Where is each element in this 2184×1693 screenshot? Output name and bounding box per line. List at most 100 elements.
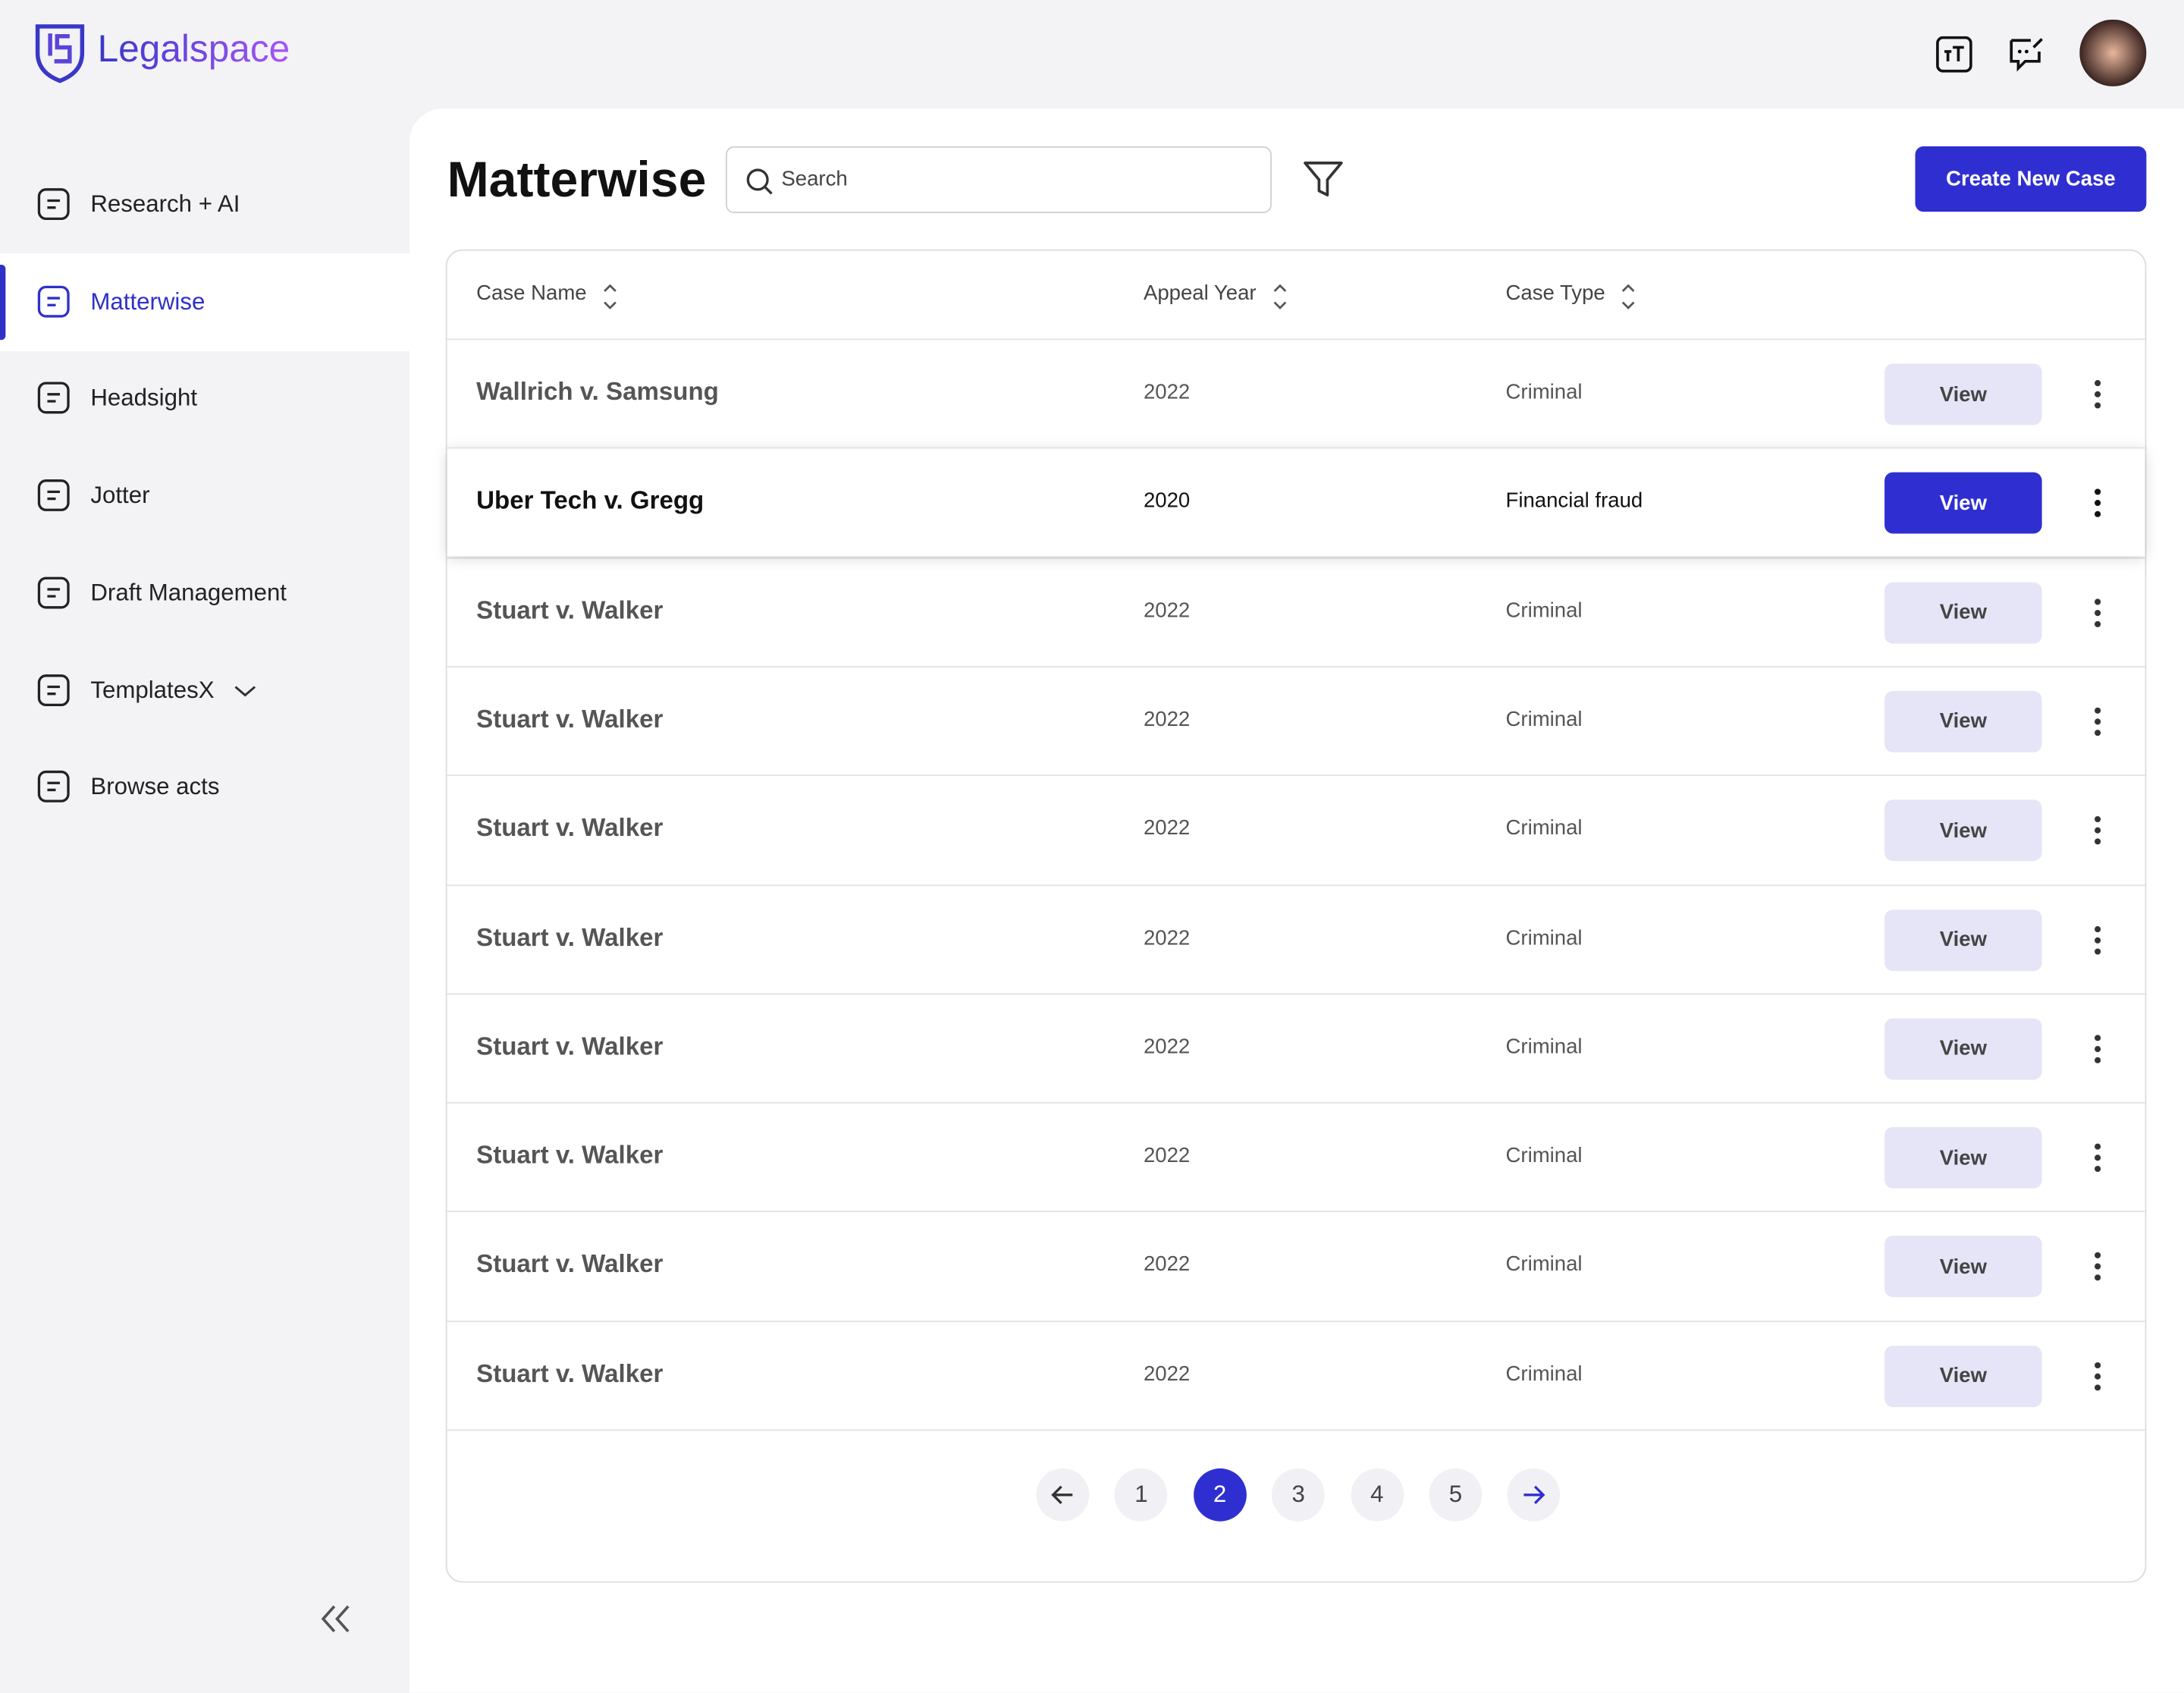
- nav-icon: [37, 479, 70, 512]
- page-number[interactable]: 5: [1429, 1468, 1483, 1522]
- case-name: Stuart v. Walker: [476, 1032, 664, 1060]
- case-name: Stuart v. Walker: [476, 595, 664, 624]
- arrow-icon: [1524, 1485, 1546, 1505]
- expand-icon[interactable]: [228, 672, 265, 708]
- nav-label: Headsight: [90, 385, 198, 412]
- table-row: Stuart v. Walker 2022 Criminal View: [447, 1320, 2145, 1429]
- sort-icon[interactable]: [1262, 278, 1298, 315]
- search-icon: [746, 168, 773, 195]
- view-button[interactable]: View: [1884, 690, 2042, 752]
- appeal-year: 2022: [1143, 598, 1191, 623]
- page-arrow[interactable]: [1036, 1468, 1090, 1522]
- table-row: Stuart v. Walker 2022 Criminal View: [447, 1211, 2145, 1321]
- case-type: Criminal: [1505, 1252, 1583, 1277]
- appeal-year: 2022: [1143, 816, 1191, 840]
- view-button[interactable]: View: [1884, 363, 2042, 426]
- more-menu[interactable]: [2084, 1141, 2112, 1174]
- appeal-year: 2022: [1143, 1144, 1191, 1168]
- nav-label: Research + AI: [90, 190, 240, 218]
- case-type: Criminal: [1505, 380, 1583, 404]
- nav-item[interactable]: TemplatesX: [0, 642, 410, 740]
- case-type: Criminal: [1505, 925, 1583, 950]
- nav-icon: [37, 188, 70, 221]
- filter-icon[interactable]: [1302, 159, 1344, 200]
- more-menu[interactable]: [2084, 1250, 2112, 1283]
- nav-icon: [37, 576, 70, 609]
- more-menu[interactable]: [2084, 1032, 2112, 1066]
- appeal-year: 2022: [1143, 1035, 1191, 1059]
- more-menu[interactable]: [2084, 814, 2112, 847]
- avatar[interactable]: [2079, 19, 2147, 86]
- nav-label: Matterwise: [90, 287, 206, 315]
- collapse-icon[interactable]: [318, 1602, 356, 1635]
- nav-item[interactable]: Draft Management: [0, 545, 410, 642]
- case-type: Criminal: [1505, 1035, 1583, 1059]
- table-row: Stuart v. Walker 2022 Criminal View: [447, 993, 2145, 1102]
- more-menu[interactable]: [2084, 378, 2112, 411]
- search-box[interactable]: Search: [725, 146, 1272, 214]
- page-number[interactable]: 4: [1350, 1468, 1404, 1522]
- nav-icon: [37, 382, 70, 415]
- search-placeholder: Search: [781, 167, 848, 191]
- appeal-year: 2022: [1143, 380, 1191, 404]
- more-menu[interactable]: [2084, 595, 2112, 629]
- case-type: Criminal: [1505, 598, 1583, 623]
- arrow-icon: [1051, 1485, 1073, 1505]
- nav-item[interactable]: Headsight: [0, 350, 410, 448]
- nav-icon: [37, 285, 70, 318]
- case-name: Wallrich v. Samsung: [476, 377, 719, 406]
- nav-item[interactable]: Research + AI: [0, 156, 410, 254]
- logo: Legalspace: [97, 27, 290, 70]
- appeal-year: 2022: [1143, 1252, 1191, 1277]
- view-button[interactable]: View: [1884, 799, 2042, 862]
- nav-label: Draft Management: [90, 579, 287, 606]
- view-button[interactable]: View: [1884, 909, 2042, 971]
- column-header[interactable]: Case Name: [476, 281, 587, 306]
- more-menu[interactable]: [2084, 1359, 2112, 1393]
- nav-icon: [37, 771, 70, 803]
- view-button[interactable]: View: [1884, 582, 2042, 643]
- case-type: Criminal: [1505, 707, 1583, 732]
- nav-icon: [37, 674, 70, 706]
- page-number[interactable]: 2: [1193, 1468, 1247, 1522]
- case-type: Criminal: [1505, 816, 1583, 840]
- logo-icon: [35, 24, 85, 83]
- more-menu[interactable]: [2084, 487, 2112, 520]
- nav-item[interactable]: Matterwise: [0, 253, 410, 351]
- create-case-button[interactable]: Create New Case: [1915, 146, 2147, 212]
- table-row: Stuart v. Walker 2022 Criminal View: [447, 665, 2145, 775]
- nav-item[interactable]: Browse acts: [0, 739, 410, 837]
- view-button[interactable]: View: [1884, 1127, 2042, 1189]
- appeal-year: 2022: [1143, 707, 1191, 732]
- view-button[interactable]: View: [1884, 473, 2042, 535]
- table-row: Stuart v. Walker 2022 Criminal View: [447, 884, 2145, 993]
- view-button[interactable]: View: [1884, 1345, 2042, 1407]
- page-title: Matterwise: [447, 150, 707, 208]
- nav-item[interactable]: Jotter: [0, 448, 410, 545]
- more-menu[interactable]: [2084, 923, 2112, 956]
- table-row: Wallrich v. Samsung 2022 Criminal View: [447, 338, 2145, 448]
- case-name: Stuart v. Walker: [476, 705, 664, 733]
- view-button[interactable]: View: [1884, 1236, 2042, 1298]
- sort-icon[interactable]: [592, 278, 629, 315]
- sort-icon[interactable]: [1611, 278, 1647, 315]
- column-header[interactable]: Appeal Year: [1143, 281, 1257, 306]
- more-menu[interactable]: [2084, 705, 2112, 738]
- page-number[interactable]: 1: [1115, 1468, 1168, 1522]
- nav-label: Jotter: [90, 482, 150, 509]
- table-row: Stuart v. Walker 2022 Criminal View: [447, 556, 2145, 666]
- case-type: Criminal: [1505, 1144, 1583, 1168]
- case-type: Financial fraud: [1505, 489, 1643, 514]
- page-number[interactable]: 3: [1272, 1468, 1326, 1522]
- text-size-icon[interactable]: [1936, 36, 1972, 73]
- column-header[interactable]: Case Type: [1505, 281, 1605, 306]
- feedback-icon[interactable]: [2007, 33, 2046, 72]
- page-arrow[interactable]: [1508, 1468, 1561, 1522]
- nav-label: TemplatesX: [90, 676, 215, 703]
- case-name: Stuart v. Walker: [476, 813, 664, 842]
- table-row: Stuart v. Walker 2022 Criminal View: [447, 774, 2145, 884]
- case-name: Stuart v. Walker: [476, 922, 664, 951]
- view-button[interactable]: View: [1884, 1018, 2042, 1080]
